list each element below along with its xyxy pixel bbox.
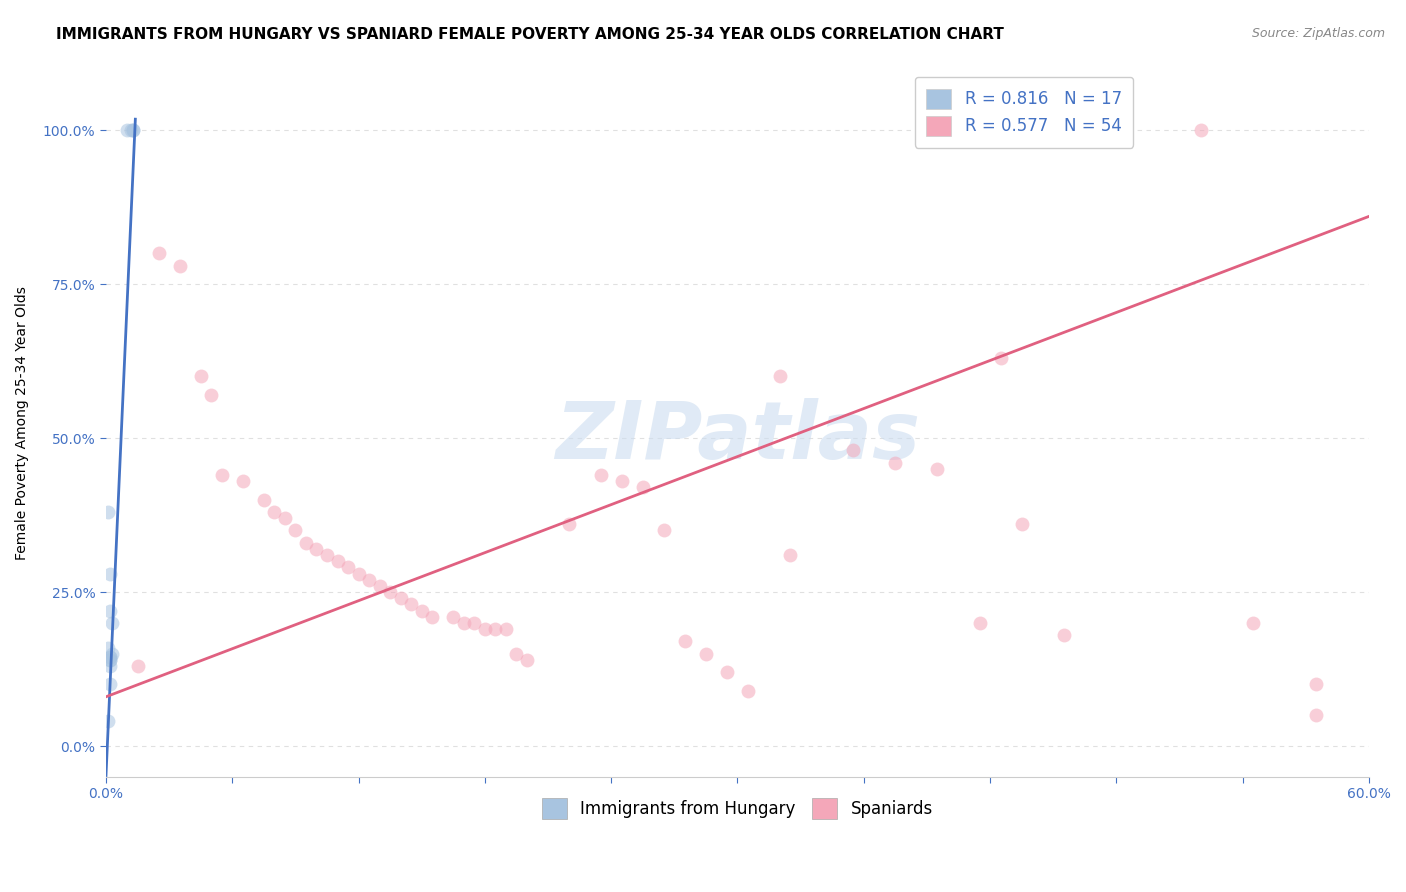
Point [589,468,612,483]
Point [97,640,120,655]
Point [927,462,949,476]
Point [211,468,233,483]
Point [98,649,121,664]
Point [98,653,121,667]
Point [969,615,991,630]
Point [284,524,307,538]
Point [232,474,254,488]
Text: Source: ZipAtlas.com: Source: ZipAtlas.com [1251,27,1385,40]
Point [274,511,297,525]
Point [98,659,121,673]
Point [316,548,339,562]
Point [737,683,759,698]
Point [115,123,138,137]
Point [1189,123,1212,137]
Point [98,566,121,581]
Point [990,351,1012,365]
Point [1305,677,1327,691]
Point [505,647,527,661]
Point [463,615,485,630]
Point [484,622,506,636]
Point [253,492,276,507]
Point [120,123,142,137]
Point [122,123,145,137]
Point [716,665,738,680]
Point [1241,615,1264,630]
Point [295,536,318,550]
Point [97,714,120,729]
Point [495,622,517,636]
Point [98,677,121,691]
Text: ZIPatlas: ZIPatlas [555,398,920,475]
Point [101,615,124,630]
Point [411,603,433,617]
Point [1305,708,1327,723]
Text: IMMIGRANTS FROM HUNGARY VS SPANIARD FEMALE POVERTY AMONG 25-34 YEAR OLDS CORRELA: IMMIGRANTS FROM HUNGARY VS SPANIARD FEMA… [56,27,1004,42]
Point [884,456,907,470]
Point [169,259,191,273]
Y-axis label: Female Poverty Among 25-34 Year Olds: Female Poverty Among 25-34 Year Olds [15,285,30,559]
Point [122,123,145,137]
Point [652,524,675,538]
Point [453,615,475,630]
Point [474,622,496,636]
Point [200,388,222,402]
Point [768,369,790,384]
Point [558,517,581,532]
Point [779,548,801,562]
Point [359,573,381,587]
Point [610,474,633,488]
Point [326,554,349,568]
Point [101,647,124,661]
Legend: Immigrants from Hungary, Spaniards: Immigrants from Hungary, Spaniards [536,791,939,825]
Point [516,653,538,667]
Point [631,480,654,494]
Point [441,609,464,624]
Point [98,603,121,617]
Point [420,609,443,624]
Point [337,560,360,574]
Point [1053,628,1076,642]
Point [695,647,717,661]
Point [368,579,391,593]
Point [389,591,412,606]
Point [399,598,422,612]
Point [190,369,212,384]
Point [98,649,121,664]
Point [347,566,370,581]
Point [263,505,285,519]
Point [1011,517,1033,532]
Point [842,443,865,458]
Point [305,541,328,556]
Point [148,246,170,260]
Point [378,585,401,599]
Point [673,634,696,648]
Point [98,653,121,667]
Point [97,505,120,519]
Point [127,659,149,673]
